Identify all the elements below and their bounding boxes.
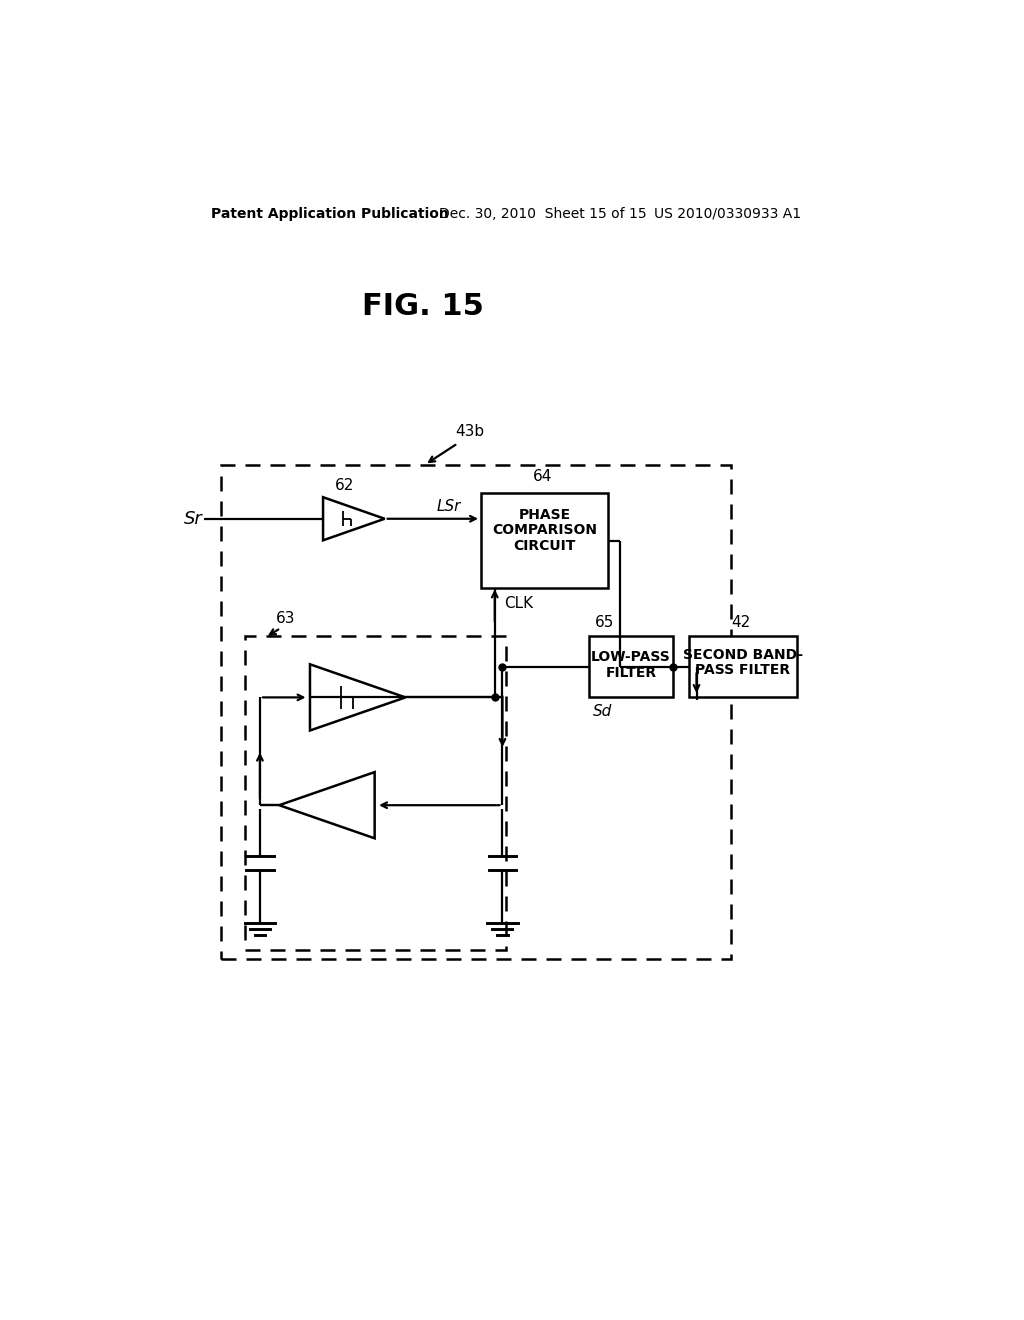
Text: PHASE: PHASE (518, 508, 570, 521)
Bar (689, 636, 797, 697)
Text: Dec. 30, 2010  Sheet 15 of 15: Dec. 30, 2010 Sheet 15 of 15 (438, 207, 646, 220)
Bar (221, 465, 731, 960)
Bar (589, 636, 674, 697)
Text: COMPARISON: COMPARISON (492, 523, 597, 537)
Text: LOW-PASS: LOW-PASS (591, 651, 671, 664)
Text: CIRCUIT: CIRCUIT (513, 539, 575, 553)
Text: FILTER: FILTER (605, 665, 656, 680)
Text: CLK: CLK (504, 595, 534, 611)
Text: 64: 64 (532, 469, 552, 484)
Text: US 2010/0330933 A1: US 2010/0330933 A1 (654, 207, 802, 220)
Bar (481, 494, 608, 589)
Text: Sd: Sd (593, 704, 611, 719)
Text: 42: 42 (731, 615, 751, 630)
Text: LSr: LSr (437, 499, 462, 513)
Text: FIG. 15: FIG. 15 (362, 292, 484, 321)
Text: SECOND BAND-: SECOND BAND- (683, 648, 803, 663)
Text: Patent Application Publication: Patent Application Publication (211, 207, 450, 220)
Text: PASS FILTER: PASS FILTER (695, 664, 791, 677)
Text: 43b: 43b (455, 424, 484, 440)
Text: Sr: Sr (183, 510, 202, 528)
Text: 62: 62 (335, 478, 354, 494)
Text: 63: 63 (276, 611, 296, 626)
Bar (245, 636, 506, 950)
Text: 65: 65 (594, 615, 613, 630)
